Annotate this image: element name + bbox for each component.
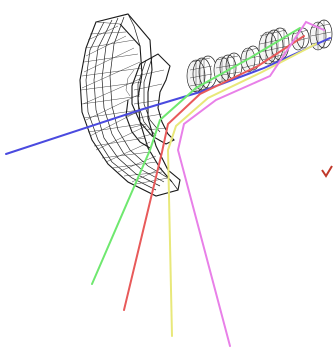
axis-ray xyxy=(5,37,331,155)
secondary-mirror xyxy=(125,53,175,149)
red-ray xyxy=(123,35,305,311)
magenta-ray xyxy=(176,20,325,347)
ray-bundle xyxy=(5,20,331,347)
lens-group-1 xyxy=(186,55,218,93)
lens-group-3 xyxy=(240,45,261,73)
yellow-ray xyxy=(166,43,317,337)
primary-mirror xyxy=(79,13,181,197)
fragment-mark xyxy=(321,165,333,178)
green-ray xyxy=(91,27,301,285)
